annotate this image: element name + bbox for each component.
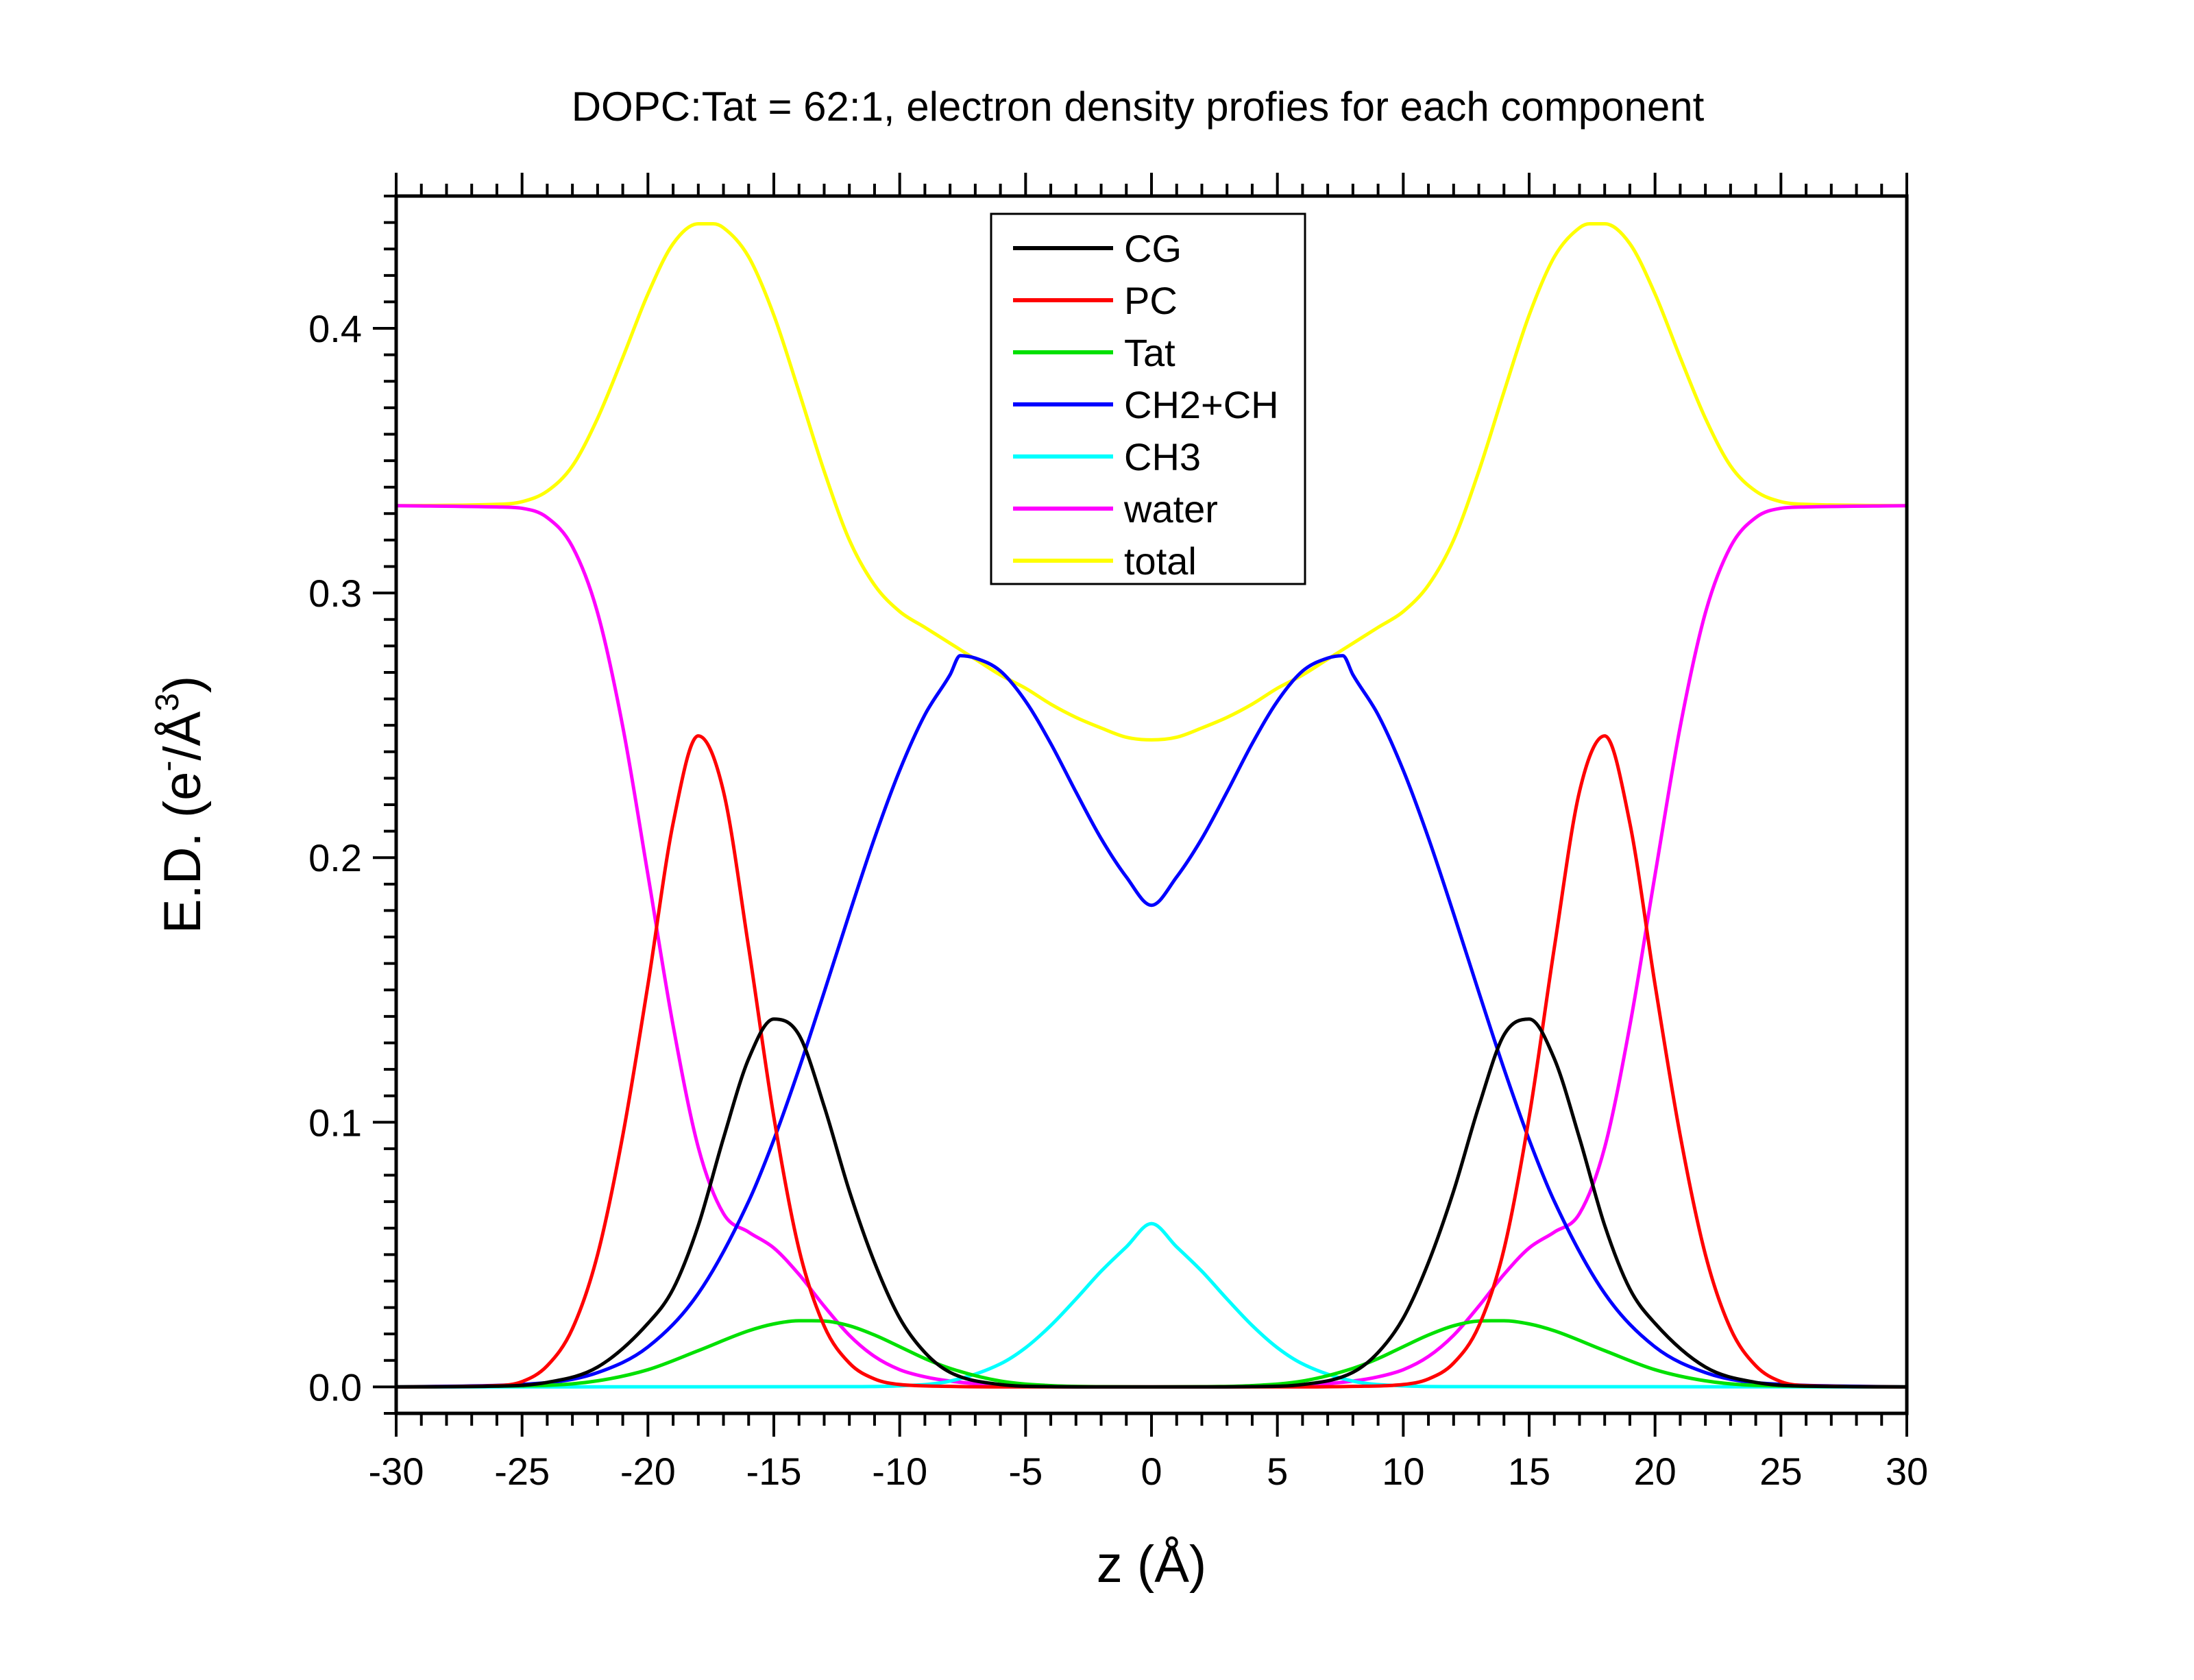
y-tick-label: 0.3 [308,572,362,615]
legend-item: total [1013,539,1197,583]
legend-item: water [1013,487,1218,531]
legend-item: Tat [1013,331,1175,374]
legend-item: CH2+CH [1013,383,1279,426]
y-tick-label: 0.0 [308,1365,362,1409]
chart-title: DOPC:Tat = 62:1, electron density profie… [572,84,1705,130]
x-tick-label: 30 [1886,1450,1928,1493]
x-tick-label: -5 [1008,1450,1043,1493]
y-axis-label: E.D. (e-/Å3) [149,676,212,934]
y-tick-label: 0.4 [308,307,362,350]
x-tick-label: 5 [1267,1450,1288,1493]
x-tick-label: -30 [369,1450,424,1493]
legend-label: total [1124,539,1197,583]
x-tick-label: 25 [1759,1450,1802,1493]
x-tick-label: -25 [494,1450,550,1493]
y-tick-label: 0.2 [308,836,362,879]
x-tick-label: -20 [620,1450,676,1493]
x-tick-label: -15 [746,1450,802,1493]
series-line-total [396,222,1907,742]
series-line-ch2-ch [396,654,1907,1389]
tick-labels-layer: -30 -25 -20 -15 -10 -5 0 5 10 15 20 25 30 0.0 0.1 0.2 0.… [308,307,1928,1493]
ticks-layer [373,173,1908,1437]
legend-label: Tat [1124,331,1175,374]
series-line-cg [396,1017,1907,1389]
y-axis-label-sup1: - [149,761,186,772]
legend-label: CH2+CH [1124,383,1279,426]
y-axis-label-mid: /Å [154,711,212,761]
legend-item: CH3 [1013,435,1201,478]
legend-box [990,212,1306,585]
x-tick-label: 10 [1382,1450,1424,1493]
y-axis-label-sup2: 3 [149,693,186,711]
legend-label: water [1123,487,1218,531]
legend-label: CG [1124,227,1182,270]
y-tick-label: 0.1 [308,1101,362,1144]
series-layer [396,222,1907,1389]
legend: CG PC Tat CH2+CH CH3 water total [990,212,1306,585]
y-axis-label-suffix: ) [154,676,212,693]
legend-label: CH3 [1124,435,1201,478]
x-tick-label: -10 [872,1450,927,1493]
x-tick-label: 0 [1141,1450,1162,1493]
y-axis-label-prefix: E.D. (e [154,772,212,934]
x-axis-label: z (Å) [1097,1535,1206,1594]
legend-item: PC [1013,279,1178,322]
legend-label: PC [1124,279,1178,322]
legend-item: CG [1013,227,1182,270]
x-tick-label: 20 [1634,1450,1677,1493]
x-tick-label: 15 [1508,1450,1550,1493]
